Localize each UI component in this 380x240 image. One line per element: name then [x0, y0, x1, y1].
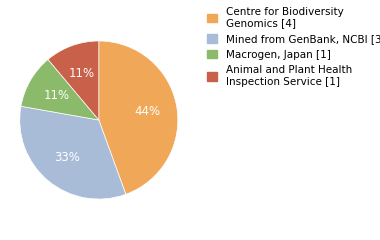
Wedge shape [48, 41, 99, 120]
Wedge shape [21, 60, 99, 120]
Text: 11%: 11% [69, 67, 95, 80]
Legend: Centre for Biodiversity
Genomics [4], Mined from GenBank, NCBI [3], Macrogen, Ja: Centre for Biodiversity Genomics [4], Mi… [207, 7, 380, 87]
Wedge shape [99, 41, 178, 194]
Text: 11%: 11% [43, 89, 70, 102]
Text: 33%: 33% [54, 151, 80, 164]
Text: 44%: 44% [134, 105, 160, 118]
Wedge shape [20, 106, 126, 199]
